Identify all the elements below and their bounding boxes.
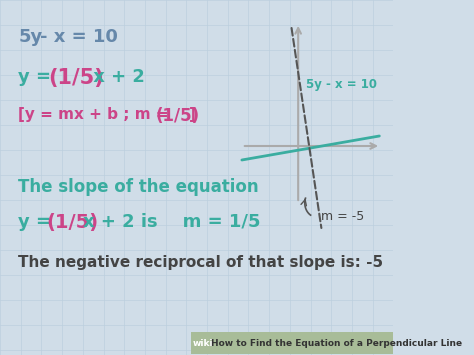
Text: y =: y = <box>18 213 57 231</box>
Text: x + 2 is    m = 1/5: x + 2 is m = 1/5 <box>83 213 260 231</box>
Text: - x = 10: - x = 10 <box>40 28 118 46</box>
Text: x + 2: x + 2 <box>87 68 145 86</box>
Text: y =: y = <box>18 68 57 86</box>
Text: wiki: wiki <box>193 339 214 348</box>
Text: ]: ] <box>189 107 196 122</box>
Text: 5y - x = 10: 5y - x = 10 <box>307 78 377 91</box>
Text: The slope of the equation: The slope of the equation <box>18 178 259 196</box>
Text: m = -5: m = -5 <box>321 210 365 223</box>
Text: [y = mx + b ; m =: [y = mx + b ; m = <box>18 107 174 122</box>
Text: (1/5): (1/5) <box>156 107 200 125</box>
Text: The negative reciprocal of that slope is: -5: The negative reciprocal of that slope is… <box>18 255 383 270</box>
Bar <box>191 332 392 354</box>
Text: (1/5): (1/5) <box>46 213 99 232</box>
Text: (1/5): (1/5) <box>48 68 104 88</box>
Text: 5y: 5y <box>18 28 43 46</box>
Text: How to Find the Equation of a Perpendicular Line: How to Find the Equation of a Perpendicu… <box>211 339 462 348</box>
